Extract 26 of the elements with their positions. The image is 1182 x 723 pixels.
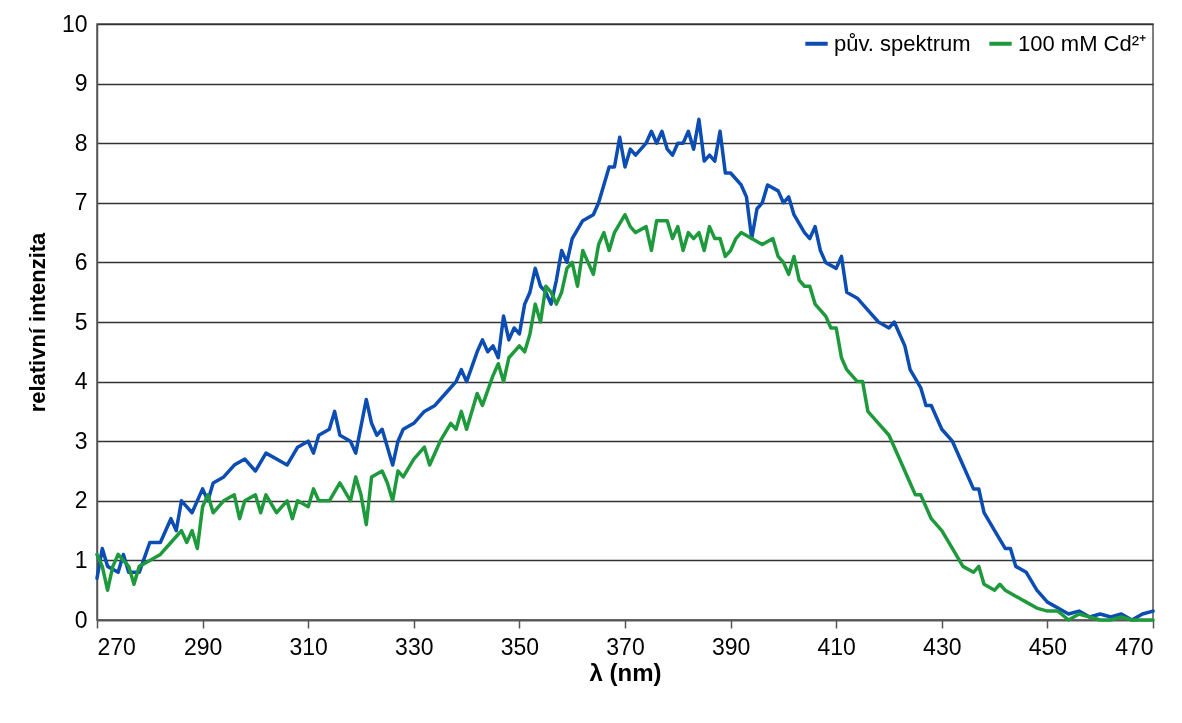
y-tick-label: 9	[74, 70, 88, 97]
y-tick-label: 5	[74, 308, 88, 335]
y-tick-label: 2	[74, 487, 88, 514]
legend-label: 100 mM Cd²⁺	[1018, 30, 1147, 56]
y-tick-label: 7	[74, 189, 88, 216]
y-tick-label: 6	[74, 248, 88, 275]
y-tick-label: 3	[74, 427, 88, 454]
x-tick-label: 290	[183, 633, 223, 660]
y-tick-label: 0	[74, 606, 88, 633]
y-tick-label: 1	[74, 546, 88, 573]
x-tick-label: 410	[817, 633, 856, 660]
x-tick-label: 450	[1028, 633, 1068, 660]
legend-label: pův. spektrum	[834, 30, 971, 56]
x-tick-label: 310	[289, 633, 328, 660]
y-tick-label: 10	[61, 10, 88, 37]
y-tick-label: 8	[74, 129, 88, 156]
x-tick-label: 470	[1115, 633, 1154, 660]
x-tick-label: 270	[97, 633, 136, 660]
y-tick-label: 4	[74, 368, 88, 395]
y-axis-title: relativní intenzita	[24, 231, 50, 413]
x-tick-label: 430	[923, 633, 962, 660]
x-tick-label: 350	[500, 633, 540, 660]
x-tick-label: 370	[606, 633, 645, 660]
x-tick-label: 330	[395, 633, 434, 660]
x-tick-label: 390	[711, 633, 751, 660]
x-axis-title: λ (nm)	[589, 658, 662, 686]
